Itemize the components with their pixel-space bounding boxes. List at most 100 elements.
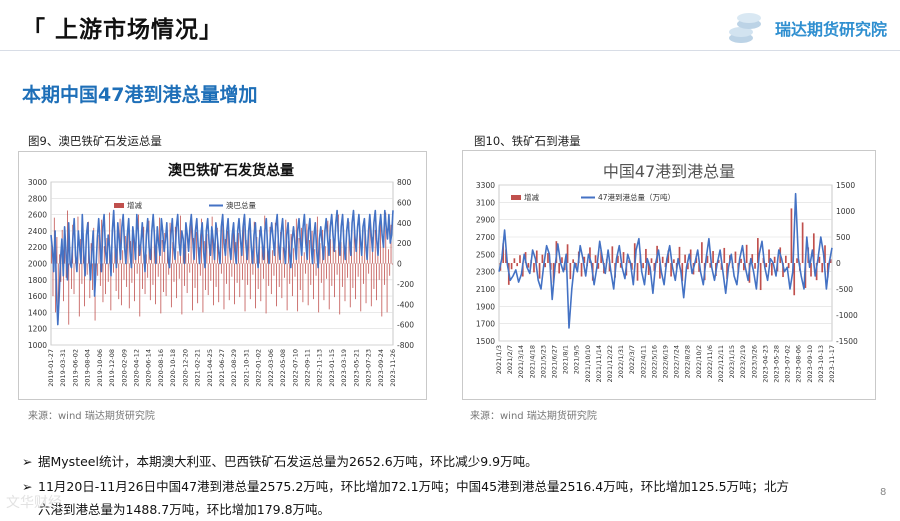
bar — [341, 263, 343, 287]
bar — [209, 250, 210, 264]
bar — [661, 256, 664, 263]
figure-10-chart: 中国47港到港总量 1500 1700 1900 2100 2300 2500 2700 290… — [462, 150, 876, 400]
y-right-tick-label: -400 — [397, 300, 414, 309]
bar — [751, 254, 754, 263]
x-tick-label: 2022/5/16 — [650, 345, 658, 378]
y-left-tick-label: 1500 — [476, 337, 495, 346]
bar — [600, 250, 602, 263]
bar — [544, 263, 547, 268]
bar — [211, 216, 213, 264]
bar — [303, 252, 305, 264]
x-tick-label: 2022-01-02 — [255, 349, 263, 387]
bar — [310, 263, 312, 285]
bar — [288, 241, 289, 264]
bar — [202, 263, 204, 313]
bar — [103, 246, 105, 264]
bar — [364, 226, 366, 264]
bar — [126, 263, 128, 287]
bar — [197, 263, 199, 304]
bar — [160, 263, 162, 314]
bar — [580, 263, 583, 277]
bar — [390, 224, 392, 264]
bar — [249, 263, 251, 300]
bar — [56, 237, 58, 264]
bar — [363, 263, 364, 284]
bar — [636, 263, 639, 281]
bar — [105, 263, 106, 295]
x-tick-label: 2021/12/22 — [606, 345, 614, 382]
y-right-tick-label: 0 — [397, 260, 402, 269]
bar — [712, 251, 714, 263]
bar — [247, 263, 249, 285]
x-tick-label: 2023/1/15 — [728, 345, 736, 378]
x-tick-label: 2021/3/14 — [517, 345, 525, 378]
y-left-tick-label: 1800 — [28, 276, 47, 285]
bar — [653, 263, 656, 271]
bar — [743, 263, 745, 271]
bar — [309, 240, 310, 264]
x-tick-label: 2021-02-21 — [194, 349, 202, 387]
bar — [270, 263, 272, 295]
bar — [110, 263, 112, 311]
figure-10-source: 来源：wind 瑞达期货研究院 — [470, 411, 597, 422]
bar — [194, 263, 196, 288]
bar — [352, 263, 354, 288]
x-tick-label: 2023-11-26 — [389, 349, 397, 387]
x-tick-label: 2019-03-31 — [59, 349, 67, 387]
bar — [276, 263, 277, 307]
x-tick-label: 2023-07-02 — [784, 345, 792, 383]
bar — [236, 263, 238, 283]
bar — [305, 263, 306, 274]
bar — [709, 263, 712, 268]
bar — [331, 263, 333, 286]
bar — [278, 263, 280, 287]
bar — [84, 263, 85, 307]
bar — [307, 263, 309, 306]
bar — [286, 263, 288, 311]
y-left-tick-label: 1900 — [476, 302, 495, 311]
bar — [231, 263, 233, 277]
y-left-tick-label: 1600 — [28, 292, 47, 301]
y-left-tick-label: 2100 — [476, 285, 495, 294]
x-tick-label: 2023-07-23 — [365, 349, 373, 387]
bar — [617, 255, 619, 263]
header-divider — [0, 50, 900, 51]
bar — [628, 259, 630, 263]
y-left-tick-label: 2700 — [476, 233, 495, 242]
bar — [378, 263, 380, 280]
x-tick-label: 2023-05-28 — [773, 345, 781, 383]
x-tick-label: 2023/3/26 — [750, 345, 758, 378]
bar — [215, 263, 217, 287]
bar — [297, 263, 299, 312]
bar — [619, 263, 622, 268]
bar — [388, 249, 389, 264]
bar — [123, 263, 125, 280]
bar — [289, 263, 291, 284]
x-tick-label: 2021/4/18 — [528, 345, 536, 378]
bar — [248, 228, 250, 264]
bullet-2-text: 11月20日-11月26日中国47港到港总量2575.2万吨，环比增加72.1万… — [38, 479, 790, 494]
bar — [740, 258, 742, 263]
bar — [516, 263, 519, 267]
bar — [336, 263, 338, 275]
bar — [55, 263, 56, 313]
bar — [152, 263, 154, 285]
bar — [324, 246, 326, 264]
bar — [734, 251, 737, 263]
bar — [356, 248, 358, 264]
bullet-arrow-icon: ➢ — [22, 454, 33, 469]
bar — [678, 246, 681, 263]
bar — [340, 242, 342, 264]
x-tick-label: 2023-04-23 — [761, 345, 769, 383]
x-tick-label: 2023-01-15 — [328, 349, 336, 387]
bar — [365, 263, 367, 304]
x-tick-label: 2023-09-10 — [806, 345, 814, 383]
bar — [784, 255, 787, 263]
page-number: 8 — [880, 487, 887, 498]
y-right-tick-label: -200 — [397, 280, 414, 289]
bar — [277, 239, 279, 264]
y-right-tick-label: -500 — [836, 285, 853, 294]
bar — [272, 250, 274, 264]
x-tick-label: 2022/10/2 — [695, 345, 703, 378]
bar — [535, 250, 538, 263]
